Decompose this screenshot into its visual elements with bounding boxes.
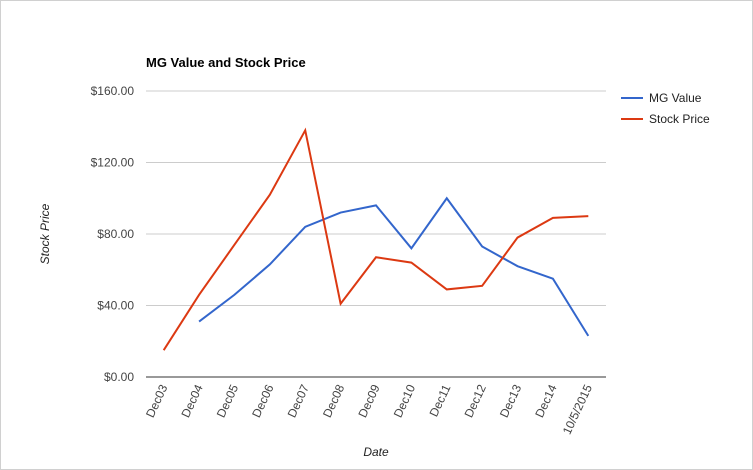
x-axis-label: Date	[363, 445, 389, 459]
y-tick-label: $120.00	[91, 156, 135, 170]
y-tick-label: $80.00	[97, 227, 134, 241]
y-tick-label: $0.00	[104, 370, 134, 384]
y-axis-label: Stock Price	[38, 203, 52, 264]
y-tick-label: $40.00	[97, 299, 134, 313]
legend-label: MG Value	[649, 91, 702, 105]
legend-label: Stock Price	[649, 112, 710, 126]
chart-title: MG Value and Stock Price	[146, 55, 306, 70]
series-line	[162, 127, 589, 351]
y-tick-label: $160.00	[91, 84, 135, 98]
series-line	[198, 196, 590, 337]
